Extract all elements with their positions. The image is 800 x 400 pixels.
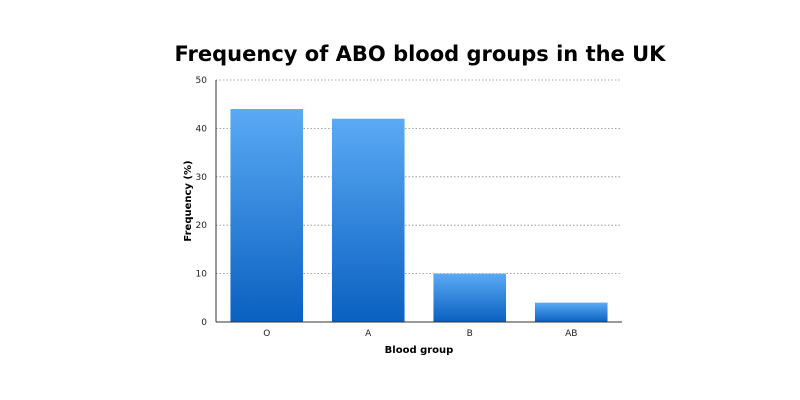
bar-b: [433, 273, 507, 322]
y-tick-labels: 0 10 20 30 40 50: [196, 76, 208, 328]
y-tick-label: 50: [196, 76, 208, 86]
y-tick-label: 40: [196, 124, 208, 134]
x-axis-label: Blood group: [385, 345, 454, 356]
x-tick-label: O: [263, 329, 270, 339]
x-tick-labels: O A B AB: [263, 329, 577, 339]
y-tick-label: 0: [201, 318, 207, 328]
y-tick-label: 10: [196, 270, 208, 280]
x-tick-label: AB: [565, 329, 577, 339]
bars: [230, 109, 608, 322]
x-tick-label: B: [467, 329, 473, 339]
y-tick-label: 30: [196, 173, 208, 183]
x-tick-label: A: [365, 329, 372, 339]
y-tick-label: 20: [196, 221, 208, 231]
y-axis-label: Frequency (%): [183, 160, 194, 241]
bar-ab: [534, 302, 608, 322]
bar-a: [331, 118, 405, 322]
chart-title: Frequency of ABO blood groups in the UK: [174, 42, 666, 66]
axes: [215, 80, 622, 323]
bar-o: [230, 109, 304, 322]
